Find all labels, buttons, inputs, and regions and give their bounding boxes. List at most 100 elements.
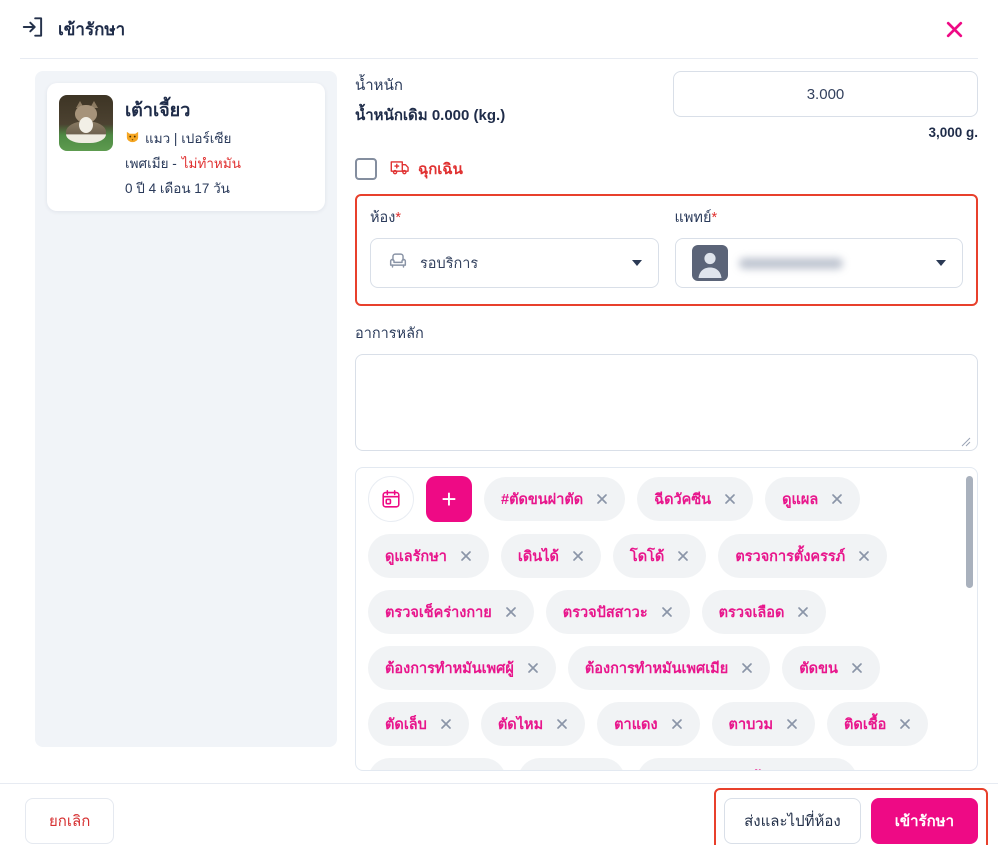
doctor-select[interactable]	[674, 238, 963, 289]
symptom-tags-panel: + #ตัดขนผ่าตัด ฉีดวัคซีน ดูแผล ดูแลรักษา…	[355, 467, 978, 771]
symptom-tag[interactable]: ตัดขน	[782, 646, 880, 691]
pet-photo	[59, 95, 113, 151]
admit-button[interactable]: เข้ารักษา	[870, 798, 978, 844]
symptom-tag-label: ตาบวม	[728, 716, 774, 733]
remove-tag-icon[interactable]	[831, 493, 843, 505]
symptom-tag-label: ตรวจเช็คร่างกาย	[385, 604, 492, 621]
remove-tag-icon[interactable]	[797, 606, 809, 618]
remove-tag-icon[interactable]	[677, 550, 689, 562]
symptoms-label: อาการหลัก	[355, 326, 424, 343]
remove-tag-icon[interactable]	[505, 606, 517, 618]
symptom-tag[interactable]: ตรวจปัสสาวะ	[545, 590, 690, 635]
close-icon[interactable]	[940, 15, 968, 43]
remove-tag-icon[interactable]	[661, 606, 673, 618]
symptom-tag[interactable]: ตาแดง	[597, 702, 700, 747]
remove-tag-icon[interactable]	[527, 662, 539, 674]
symptoms-textarea[interactable]	[355, 354, 978, 452]
symptom-tag-label: ท้องเสีย	[535, 769, 583, 770]
symptom-tag-label: ตัดขน	[799, 660, 838, 677]
pet-name: เต้าเจี้ยว	[125, 100, 191, 120]
symptom-tag-label: ทำความสะอาดทั้งร่างกาย	[654, 769, 815, 770]
symptom-tag[interactable]: ติดเชื้อ	[827, 702, 929, 747]
symptom-tag[interactable]: ตาบวม	[711, 702, 816, 747]
scrollbar-thumb[interactable]	[966, 476, 973, 589]
remove-tag-icon[interactable]	[440, 718, 452, 730]
doctor-avatar	[691, 245, 728, 282]
symptom-tag-label: ตาแดง	[614, 716, 658, 733]
weight-section: น้ำหนัก น้ำหนักเดิม 0.000 (kg.) 3,000 g.	[355, 71, 978, 140]
remove-tag-icon[interactable]	[851, 662, 863, 674]
room-icon	[387, 250, 409, 277]
send-to-room-button[interactable]: ส่งและไปที่ห้อง	[724, 798, 861, 844]
symptom-tag-label: ตัดไหม	[497, 716, 544, 733]
symptom-tag[interactable]: ตัดเล็บ	[368, 702, 469, 747]
symptom-tag-label: ฉีดวัคซีน	[654, 491, 712, 508]
previous-weight-label: น้ำหนักเดิม 0.000 (kg.)	[355, 107, 506, 124]
room-value: รอบริการ	[420, 255, 479, 272]
symptom-tag[interactable]: ตรวจการตั้งครรภ์	[718, 534, 888, 579]
symptom-tag[interactable]: เดินได้	[500, 534, 601, 579]
room-doctor-section: ห้อง * รอบริการ แพทย์*	[355, 194, 978, 307]
doctor-label: แพทย์	[674, 210, 712, 227]
symptom-tag-label: ตรวจปัสสาวะ	[562, 604, 648, 621]
symptom-tag[interactable]: ท้องเสีย	[518, 758, 626, 771]
symptom-tag-label: ตรวจเลือด	[718, 604, 785, 621]
room-label: ห้อง	[370, 210, 396, 227]
room-select[interactable]: รอบริการ	[370, 238, 659, 289]
remove-tag-icon[interactable]	[572, 550, 584, 562]
symptom-tag[interactable]: ดูแผล	[765, 477, 861, 522]
pet-species: แมว | เปอร์เซีย	[145, 131, 232, 146]
doctor-name-blurred	[738, 257, 843, 269]
calendar-icon[interactable]	[368, 476, 414, 523]
symptom-tag[interactable]: ต้องการทำหมันเพศผู้	[368, 646, 556, 691]
symptom-tag[interactable]: ทำความสะอาดทั้งร่างกาย	[637, 758, 858, 771]
symptom-tag[interactable]: ต้องการทำหมันเพศเมีย	[567, 646, 771, 691]
remove-tag-icon[interactable]	[786, 718, 798, 730]
resize-handle-icon[interactable]	[961, 434, 971, 447]
symptom-tag[interactable]: ตัดไหม	[480, 702, 586, 747]
symptom-tag[interactable]: ฉีดวัคซีน	[637, 477, 754, 522]
remove-tag-icon[interactable]	[858, 550, 870, 562]
symptom-tag[interactable]: ตรวจเลือด	[701, 590, 827, 635]
pet-card[interactable]: เต้าเจี้ยว แมว | เปอร์เซีย เพศเมีย - ไม่…	[47, 83, 325, 211]
symptom-tag[interactable]: ตรวจเช็คร่างกาย	[368, 590, 534, 635]
pet-gender: เพศเมีย -	[125, 156, 177, 171]
cancel-button[interactable]: ยกเลิก	[25, 798, 115, 844]
dialog-footer: ยกเลิก ส่งและไปที่ห้อง เข้ารักษา	[0, 783, 998, 845]
remove-tag-icon[interactable]	[556, 718, 568, 730]
symptom-tag[interactable]: แต้มเบตาดีน	[368, 758, 507, 771]
symptom-tag[interactable]: #ตัดขนผ่าตัด	[484, 477, 626, 522]
weight-input[interactable]	[673, 71, 978, 117]
treatment-form: น้ำหนัก น้ำหนักเดิม 0.000 (kg.) 3,000 g.	[355, 71, 978, 771]
weight-converted: 3,000 g.	[928, 125, 978, 140]
emergency-checkbox[interactable]	[355, 158, 377, 181]
symptom-tag[interactable]: โดโด้	[612, 534, 707, 579]
symptom-tag-label: โดโด้	[629, 548, 665, 565]
symptom-tag-label: ดูแลรักษา	[385, 548, 447, 565]
remove-tag-icon[interactable]	[596, 493, 608, 505]
primary-actions-group: ส่งและไปที่ห้อง เข้ารักษา	[714, 788, 988, 845]
remove-tag-icon[interactable]	[741, 662, 753, 674]
remove-tag-icon[interactable]	[899, 718, 911, 730]
symptoms-section: อาการหลัก	[355, 322, 978, 452]
symptom-tag-label: ติดเชื้อ	[844, 716, 887, 733]
symptom-tag-label: เดินได้	[517, 548, 559, 565]
remove-tag-icon[interactable]	[460, 550, 472, 562]
emergency-row: ฉุกเฉิน	[355, 156, 978, 182]
header-divider	[20, 58, 978, 59]
dialog-body: เต้าเจี้ยว แมว | เปอร์เซีย เพศเมีย - ไม่…	[0, 59, 998, 771]
doctor-required-mark: *	[711, 210, 718, 227]
doctor-field: แพทย์*	[674, 206, 963, 289]
symptom-tag-label: ดูแผล	[782, 491, 819, 508]
remove-tag-icon[interactable]	[724, 493, 736, 505]
symptom-tag-label: #ตัดขนผ่าตัด	[501, 491, 584, 508]
symptom-tag[interactable]: ดูแลรักษา	[368, 534, 489, 579]
cat-icon	[125, 129, 140, 147]
remove-tag-icon[interactable]	[671, 718, 683, 730]
add-tag-button[interactable]: +	[426, 476, 472, 523]
chevron-down-icon	[631, 260, 642, 267]
enter-treatment-icon	[20, 14, 46, 45]
emergency-label: ฉุกเฉิน	[418, 161, 463, 179]
pet-age: 0 ปี 4 เดือน 17 วัน	[125, 181, 230, 196]
page-title: เข้ารักษา	[58, 19, 126, 39]
